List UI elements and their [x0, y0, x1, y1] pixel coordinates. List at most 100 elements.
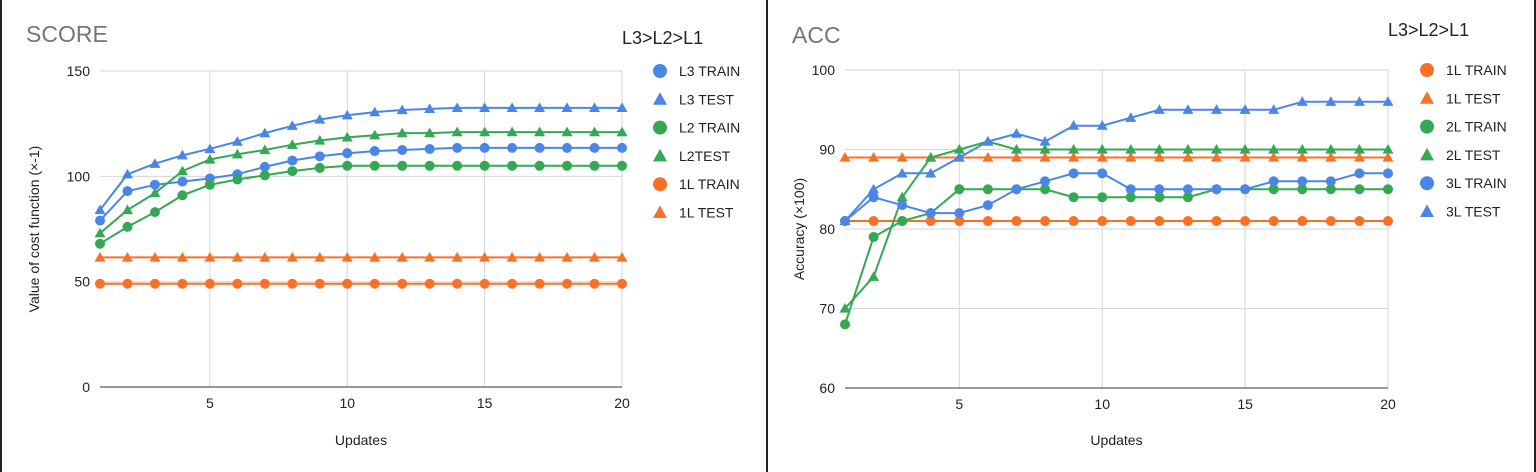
data-point — [589, 278, 600, 289]
data-point — [954, 216, 965, 227]
data-point — [342, 148, 353, 159]
legend-marker — [1420, 63, 1434, 77]
data-point — [954, 208, 965, 219]
legend-label: 3L TEST — [1446, 204, 1501, 220]
data-point — [1154, 184, 1165, 195]
legend-item-2l-train: 2L TRAIN — [1420, 119, 1507, 135]
data-point — [259, 170, 270, 181]
data-point — [925, 167, 937, 178]
data-point — [397, 278, 408, 289]
data-point — [617, 160, 627, 171]
data-point — [1182, 104, 1194, 114]
data-point — [204, 278, 215, 289]
data-point — [231, 148, 243, 159]
acc-chart: ACC L3>L2>L1 60 70 80 90 100 5 10 15 20 Updates Accu… — [791, 20, 1507, 448]
data-point — [424, 143, 435, 154]
data-point — [341, 109, 353, 120]
series-1l-test — [94, 251, 628, 262]
data-point — [1182, 144, 1194, 154]
legend-label: 3L TRAIN — [1446, 175, 1507, 191]
x-tick-label: 20 — [614, 395, 630, 411]
x-tick-label: 10 — [1094, 396, 1110, 412]
data-point — [896, 151, 908, 162]
data-point — [868, 151, 880, 162]
data-point — [1068, 216, 1079, 227]
data-point — [95, 278, 105, 289]
data-point — [562, 278, 573, 289]
data-point — [396, 127, 408, 138]
legend-item-l2test: L2TEST — [653, 148, 731, 164]
data-point — [1353, 144, 1365, 154]
data-point — [424, 278, 435, 289]
data-point — [259, 278, 270, 289]
data-point — [1383, 184, 1393, 195]
data-point — [953, 151, 965, 162]
acc-chart-panel: ACC L3>L2>L1 60 70 80 90 100 5 10 15 20 Updates Accu… — [768, 0, 1536, 472]
y-tick-label: 0 — [82, 379, 90, 395]
data-point — [982, 184, 993, 195]
data-point — [479, 142, 490, 153]
data-point — [925, 151, 937, 162]
data-point — [231, 251, 243, 262]
acc-plot-group: ACC L3>L2>L1 60 70 80 90 100 5 10 15 20 Updates Accu… — [791, 20, 1507, 448]
data-point — [176, 165, 188, 176]
data-point — [259, 251, 271, 262]
data-point — [1097, 192, 1108, 203]
y-tick-label: 50 — [74, 274, 90, 290]
data-point — [897, 200, 908, 211]
data-point — [1239, 104, 1251, 114]
data-point — [589, 102, 601, 112]
data-point — [1040, 184, 1051, 195]
data-point — [1125, 192, 1136, 203]
series-line-l3-test — [99, 106, 622, 211]
data-point — [232, 174, 243, 185]
y-tick-label: 100 — [67, 168, 91, 184]
data-point — [342, 160, 353, 171]
legend-label: 1L TEST — [679, 205, 734, 221]
data-point — [149, 179, 160, 190]
data-point — [589, 251, 601, 262]
data-point — [1010, 144, 1022, 154]
data-point — [121, 204, 133, 215]
data-point — [1096, 120, 1108, 130]
data-point — [121, 168, 133, 179]
data-point — [506, 102, 518, 112]
data-point — [286, 139, 298, 149]
series-2l-test — [839, 136, 1394, 313]
legend-item-1l-test: 1L TEST — [653, 205, 734, 221]
data-point — [231, 136, 243, 146]
legend-item-2l-test: 2L TEST — [1420, 147, 1501, 163]
data-point — [953, 144, 965, 154]
data-point — [1353, 151, 1365, 162]
data-point — [122, 221, 133, 232]
data-point — [451, 126, 463, 137]
y-tick-label: 90 — [819, 142, 835, 158]
score-chart-title: SCORE — [26, 21, 108, 47]
data-point — [561, 251, 573, 262]
legend-marker — [653, 205, 667, 218]
data-point — [342, 278, 353, 289]
data-point — [1011, 184, 1022, 195]
legend-item-1l-train: 1L TRAIN — [1420, 62, 1507, 78]
data-point — [121, 251, 133, 262]
data-point — [1096, 151, 1108, 162]
data-point — [149, 158, 161, 168]
data-point — [259, 144, 271, 155]
data-point — [839, 151, 851, 162]
data-point — [840, 319, 850, 330]
data-point — [452, 160, 463, 171]
legend-marker — [653, 64, 667, 78]
data-point — [177, 190, 188, 201]
data-point — [1268, 104, 1280, 114]
data-point — [868, 192, 879, 203]
data-point — [1040, 176, 1051, 187]
data-point — [397, 145, 408, 155]
data-point — [341, 131, 353, 142]
data-point — [617, 142, 627, 153]
data-point — [1383, 168, 1393, 179]
y-axis-label: Value of cost function (×-1) — [26, 146, 42, 313]
acc-chart-title: ACC — [792, 22, 841, 48]
data-point — [424, 103, 436, 114]
data-point — [451, 102, 463, 112]
data-point — [1125, 112, 1137, 122]
